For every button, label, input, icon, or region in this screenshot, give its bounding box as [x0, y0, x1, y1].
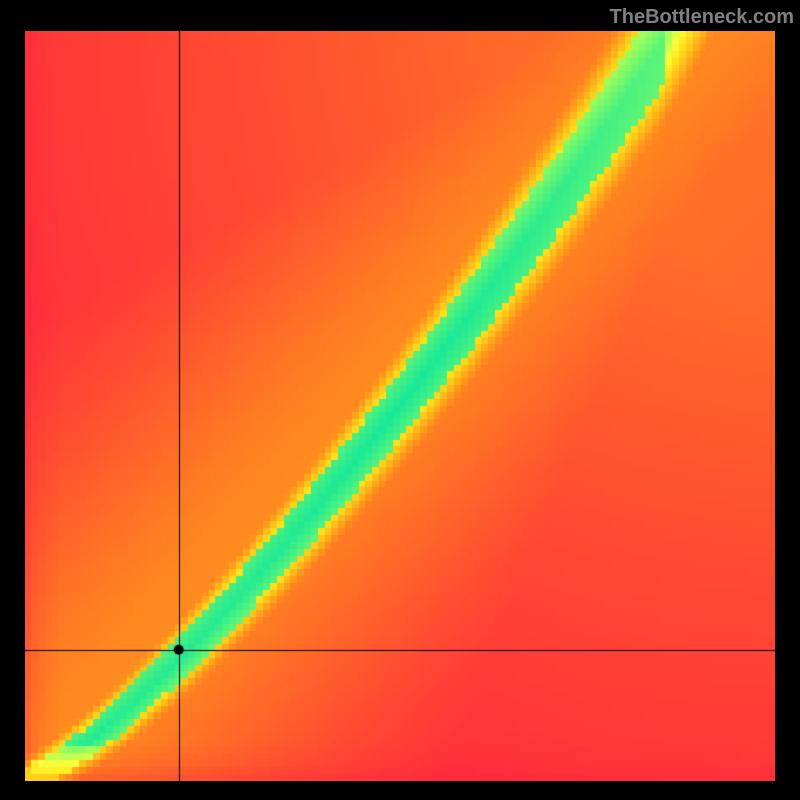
watermark-text: TheBottleneck.com: [0, 0, 800, 31]
heatmap-chart: [25, 31, 775, 781]
heatmap-canvas: [25, 31, 775, 781]
